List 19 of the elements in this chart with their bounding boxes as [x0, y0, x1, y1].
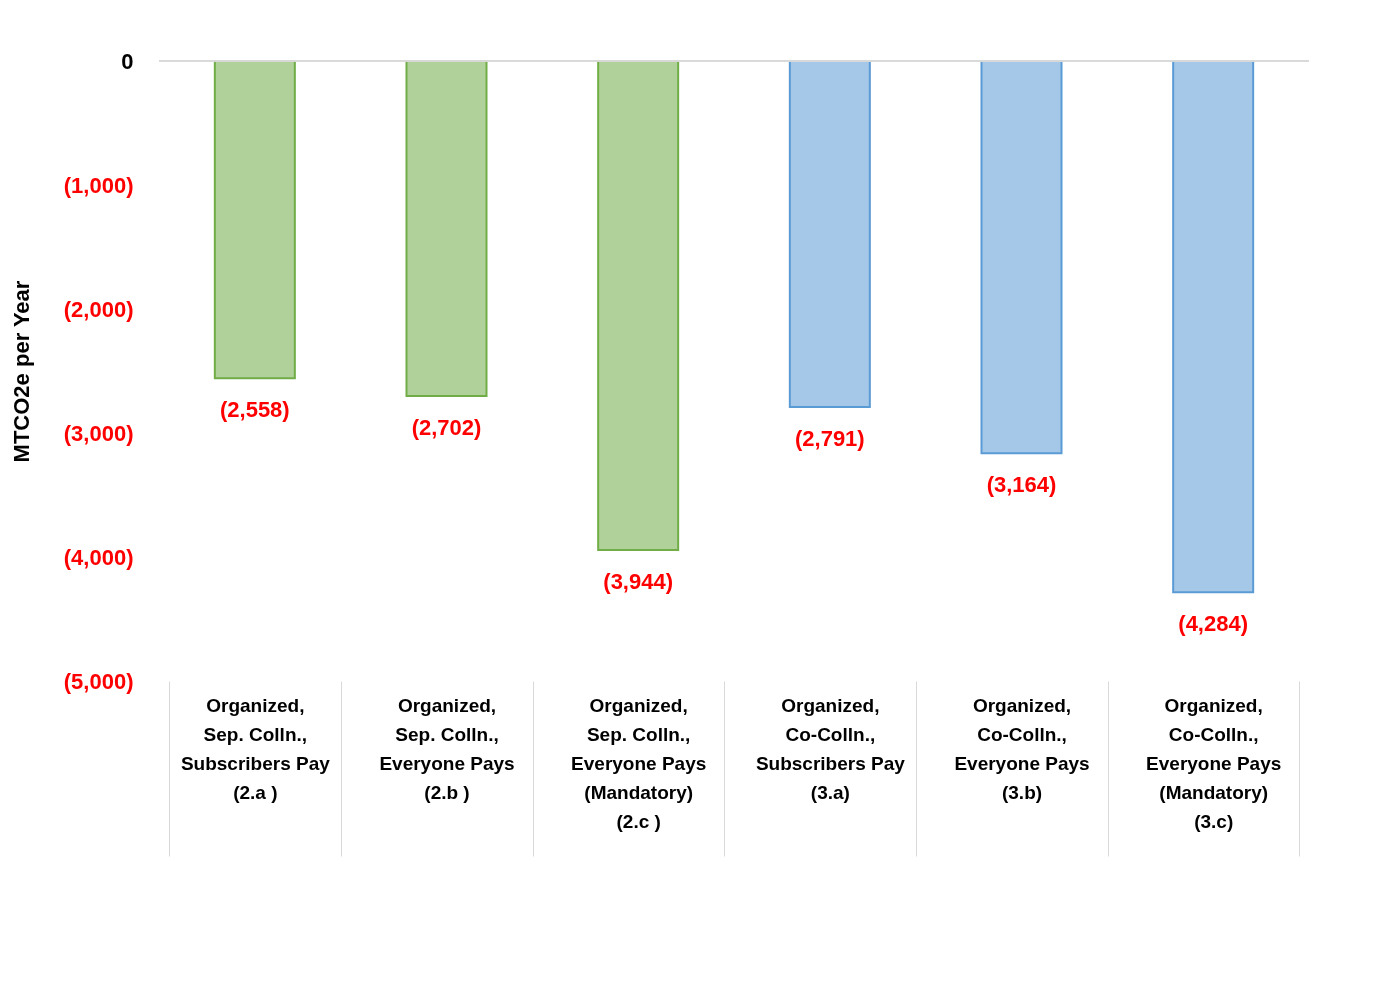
data-label: (2,702) — [411, 415, 482, 441]
data-label: (3,944) — [603, 569, 674, 595]
y-tick-label: 0 — [121, 48, 134, 74]
y-tick-label: (2,000) — [63, 296, 134, 322]
x-tick-label: Organized, Co-Colln., Subscribers Pay (3.a) — [755, 694, 906, 803]
y-axis-title: MTCO2e per Year — [8, 280, 34, 463]
x-tick-label: Organized, Sep. Colln., Subscribers Pay (2.a ) — [180, 694, 331, 803]
data-label: (2,558) — [219, 397, 290, 423]
x-tick-label: Organized, Sep. Colln., Everyone Pays (2.b ) — [379, 694, 515, 803]
x-tick-label: Organized, Co-Colln., Everyone Pays (Mandatory) (3.c) — [1146, 694, 1282, 832]
y-tick-label: (3,000) — [63, 420, 134, 446]
x-tick-label: Organized, Sep. Colln., Everyone Pays (Mandatory) (2.c ) — [571, 694, 707, 832]
x-tick-label: Organized, Co-Colln., Everyone Pays (3.b) — [954, 694, 1090, 803]
data-label: (3,164) — [986, 472, 1057, 498]
data-label: (4,284) — [1178, 611, 1249, 637]
y-tick-label: (1,000) — [63, 172, 134, 198]
y-tick-label: (4,000) — [63, 544, 134, 570]
y-tick-label: (5,000) — [63, 668, 134, 694]
data-label: (2,791) — [794, 426, 865, 452]
